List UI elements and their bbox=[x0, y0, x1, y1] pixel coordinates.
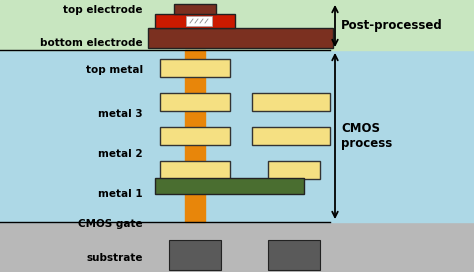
Bar bbox=[155, 178, 304, 194]
Bar bbox=[0, 50, 474, 222]
Text: CMOS gate: CMOS gate bbox=[78, 219, 143, 228]
Bar bbox=[252, 93, 330, 111]
Bar bbox=[285, 178, 303, 179]
Bar bbox=[268, 161, 320, 179]
Text: substrate: substrate bbox=[86, 254, 143, 263]
Bar bbox=[160, 59, 230, 77]
Bar bbox=[160, 161, 230, 179]
Text: Post-processed: Post-processed bbox=[341, 20, 443, 32]
Text: bottom electrode: bottom electrode bbox=[40, 38, 143, 48]
Text: metal 2: metal 2 bbox=[99, 150, 143, 159]
Bar bbox=[268, 240, 320, 270]
Bar bbox=[252, 127, 330, 145]
Bar bbox=[160, 93, 230, 111]
Bar bbox=[185, 50, 205, 222]
Bar bbox=[169, 240, 221, 270]
Text: metal 1: metal 1 bbox=[99, 190, 143, 199]
Bar bbox=[0, 0, 474, 50]
Bar bbox=[155, 14, 235, 28]
Bar bbox=[160, 127, 230, 145]
Text: top electrode: top electrode bbox=[64, 5, 143, 15]
Text: metal 3: metal 3 bbox=[99, 109, 143, 119]
Text: CMOS
process: CMOS process bbox=[341, 122, 392, 150]
Bar bbox=[0, 222, 474, 272]
Bar bbox=[148, 28, 333, 48]
Bar bbox=[174, 4, 216, 14]
Bar bbox=[186, 16, 212, 26]
Text: top metal: top metal bbox=[86, 65, 143, 75]
